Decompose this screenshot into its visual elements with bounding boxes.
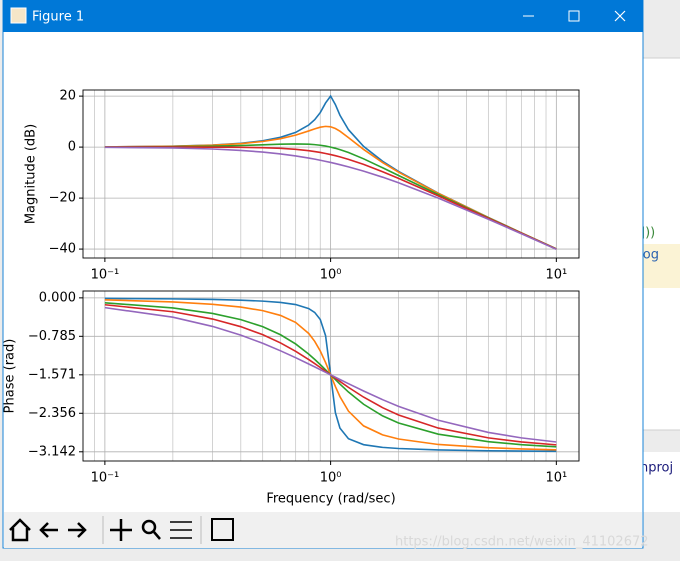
x-tick-label: 10⁰ — [320, 471, 342, 486]
series-line — [104, 143, 557, 250]
close-button[interactable] — [614, 10, 626, 22]
console — [643, 452, 680, 512]
pan-button[interactable] — [110, 519, 132, 541]
figure: 10⁻¹ 10⁰ 10¹ 20 0 −20 −40 Magnitude (dB) 10⁻¹ 10⁰… — [3, 89, 580, 507]
series-line — [104, 306, 557, 443]
code-fragment: nproj — [640, 461, 673, 476]
x-tick-label: 10¹ — [545, 268, 567, 283]
y-tick-label: −40 — [49, 242, 76, 257]
y-axis-label: Magnitude (dB) — [24, 124, 39, 224]
forward-button[interactable] — [68, 522, 87, 538]
app-icon — [10, 7, 27, 24]
x-tick-label: 10⁻¹ — [91, 268, 120, 283]
x-axis-label: Frequency (rad/sec) — [266, 492, 395, 507]
back-button[interactable] — [39, 522, 58, 538]
window — [2, 0, 644, 549]
y-tick-label: 0.000 — [39, 290, 76, 305]
maximize-button[interactable] — [568, 10, 580, 22]
window-title: Figure 1 — [32, 10, 84, 25]
y-tick-label: 0 — [68, 140, 76, 155]
series-line — [104, 125, 557, 250]
zoom-button[interactable] — [141, 519, 157, 535]
y-tick-label: 20 — [59, 89, 76, 104]
series-line — [104, 146, 557, 250]
watermark: https://blog.csdn.net/weixin_41102672 — [395, 535, 649, 550]
zoom-handle — [153, 531, 161, 540]
axes-frame — [82, 89, 580, 259]
x-tick-label: 10⁻¹ — [91, 471, 120, 486]
title-bar — [3, 0, 643, 32]
configure-button[interactable] — [170, 521, 192, 539]
y-tick-label: −3.142 — [28, 444, 76, 459]
y-tick-label: −20 — [49, 191, 76, 206]
y-tick-label: −1.571 — [28, 367, 76, 382]
code-fragment: ])) — [640, 226, 655, 241]
y-axis-label: Phase (rad) — [3, 339, 18, 414]
line-highlight — [643, 244, 680, 288]
home-button[interactable] — [9, 518, 31, 542]
series-line — [104, 146, 557, 251]
y-tick-label: −2.356 — [28, 406, 76, 421]
x-tick-label: 10⁰ — [320, 268, 342, 283]
series-line — [104, 297, 557, 453]
axes-frame — [82, 290, 580, 462]
save-button[interactable] — [211, 518, 234, 541]
y-tick-label: −0.785 — [28, 329, 76, 344]
x-tick-label: 10¹ — [545, 471, 567, 486]
series-line — [104, 299, 557, 451]
